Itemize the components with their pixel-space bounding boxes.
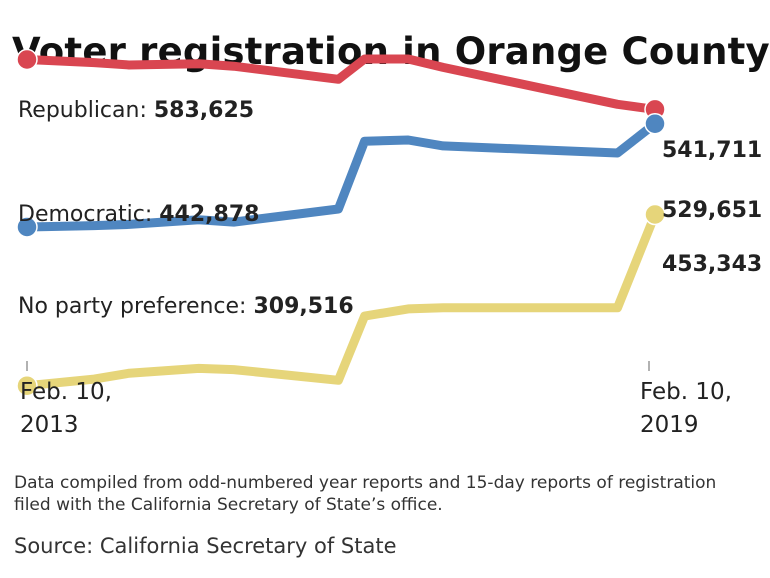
democratic-series-line — [22, 119, 660, 232]
npp-end-value: 453,343 — [662, 252, 763, 277]
footnote: Data compiled from odd-numbered year rep… — [14, 473, 717, 515]
democratic-label: Democratic: 442,878 — [18, 202, 259, 227]
republican-series-line — [22, 54, 660, 114]
npp-series-line — [22, 210, 660, 391]
republican-start-value: 583,625 — [153, 98, 255, 123]
x-tick-end-line2: 2019 — [640, 412, 699, 438]
republican-label: Republican: 583,625 — [18, 98, 254, 123]
npp-label-text: No party preference: — [18, 294, 254, 319]
republican-label-text: Republican: — [18, 98, 154, 123]
source: Source: California Secretary of State — [14, 534, 397, 558]
x-tick-start-line1: Feb. 10, — [20, 379, 112, 405]
npp-start-point — [16, 374, 38, 397]
x-tick-end: Feb. 10, 2019 — [640, 376, 732, 442]
democratic-start-point — [16, 216, 38, 238]
democratic-end-point — [644, 112, 666, 135]
x-tick-start: Feb. 10, 2013 — [20, 376, 112, 442]
republican-start-point — [16, 48, 38, 71]
democratic-end-value: 529,651 — [662, 198, 763, 223]
democratic-label-text: Democratic: — [18, 202, 160, 227]
npp-end-point — [644, 203, 666, 226]
x-tick-start-line2: 2013 — [20, 412, 79, 438]
npp-label: No party preference: 309,516 — [18, 294, 354, 319]
npp-start-value: 309,516 — [253, 294, 354, 319]
republican-end-value: 541,711 — [662, 138, 763, 163]
x-tick-end-line1: Feb. 10, — [640, 379, 732, 405]
democratic-start-value: 442,878 — [159, 202, 260, 227]
